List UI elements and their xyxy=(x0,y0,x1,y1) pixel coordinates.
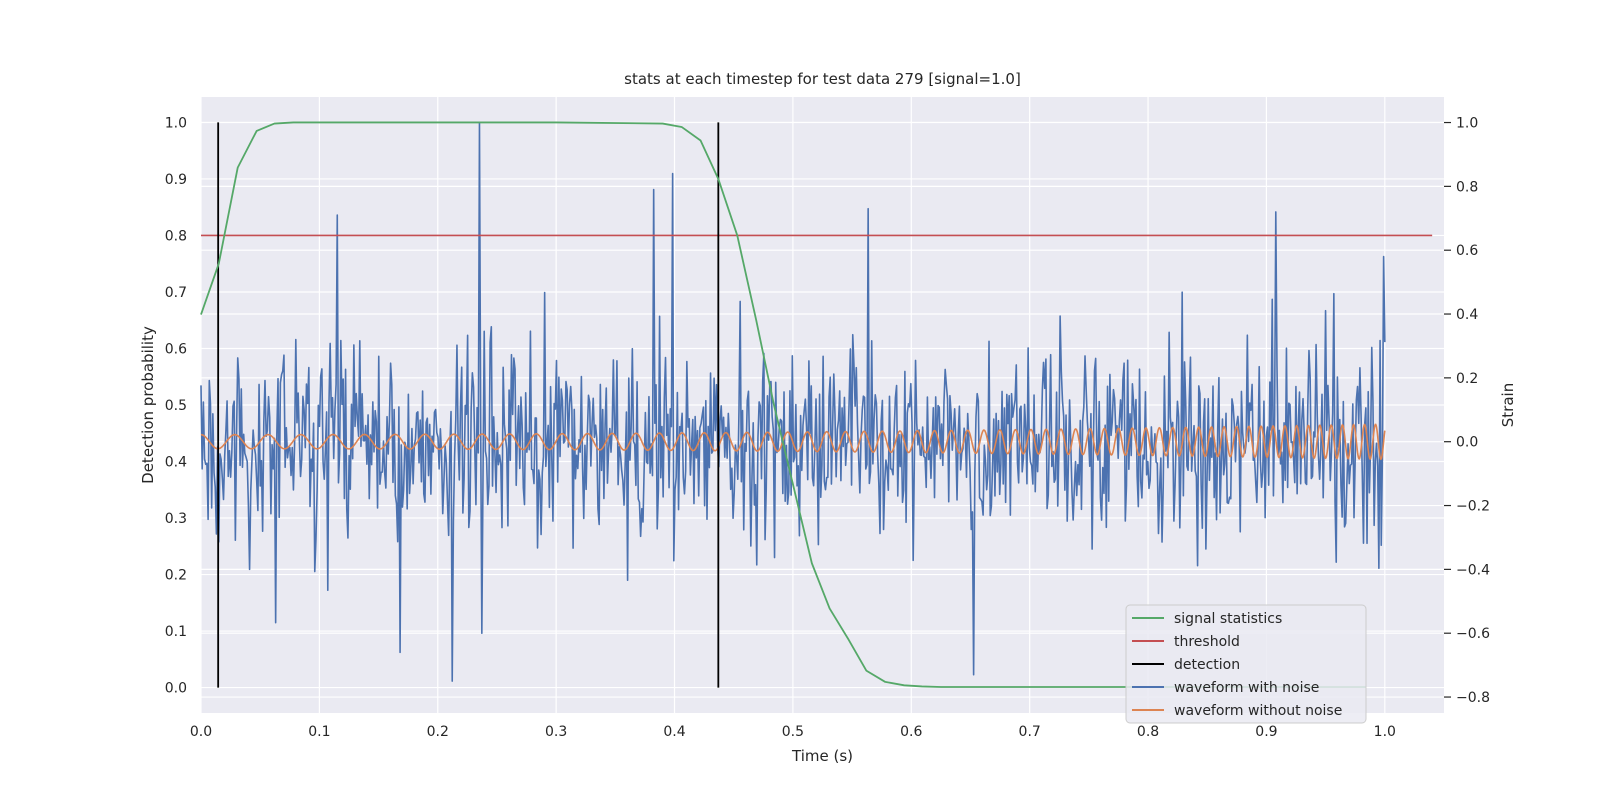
x-tick-label: 0.3 xyxy=(545,724,567,740)
legend: signal statistics threshold detection wavef… xyxy=(1125,604,1367,724)
legend-label: waveform with noise xyxy=(1174,680,1319,696)
legend-label: signal statistics xyxy=(1174,611,1282,627)
legend-label: threshold xyxy=(1174,634,1240,650)
chart-title: stats at each timestep for test data 279… xyxy=(624,70,1021,88)
x-tick-label: 1.0 xyxy=(1374,724,1396,740)
x-tick-label: 0.9 xyxy=(1255,724,1277,740)
y-left-tick-label: 0.9 xyxy=(165,172,187,188)
legend-box xyxy=(1125,604,1367,724)
y-right-tick-label: 0.8 xyxy=(1456,179,1478,195)
y-right-tick-label: 0.0 xyxy=(1456,435,1478,451)
legend-label: detection xyxy=(1174,657,1240,673)
y-left-tick-label: 0.4 xyxy=(165,455,187,471)
x-tick-label: 0.0 xyxy=(190,724,212,740)
y-left-tick-label: 1.0 xyxy=(165,115,187,131)
x-tick-label: 0.6 xyxy=(900,724,922,740)
x-tick-label: 0.7 xyxy=(1019,724,1041,740)
y-right-tick-label: −0.6 xyxy=(1456,626,1490,642)
y-right-tick-label: −0.4 xyxy=(1456,562,1490,578)
x-tick-label: 0.8 xyxy=(1137,724,1159,740)
x-axis-label: Time (s) xyxy=(791,747,853,765)
tick-layer: 0.0 0.1 0.2 0.3 0.4 0.5 0.6 0.7 0.8 0.9 1.0 0.0 0.1 0… xyxy=(165,115,1490,740)
y-right-tick-label: −0.2 xyxy=(1456,499,1490,515)
y-right-tick-label: 1.0 xyxy=(1456,116,1478,132)
y-right-tick-label: 0.6 xyxy=(1456,243,1478,259)
series-waveform-with-noise xyxy=(200,121,1386,682)
x-tick-label: 0.5 xyxy=(782,724,804,740)
legend-label: waveform without noise xyxy=(1174,703,1342,719)
series-signal-statistics xyxy=(200,121,1366,688)
y-right-tick-label: 0.4 xyxy=(1456,307,1478,323)
x-tick-label: 0.4 xyxy=(663,724,685,740)
x-tick-label: 0.2 xyxy=(427,724,449,740)
y-axis-right-label: Strain xyxy=(1499,383,1517,427)
x-tick-label: 0.1 xyxy=(308,724,330,740)
y-left-tick-label: 0.5 xyxy=(165,398,187,414)
y-left-tick-label: 0.3 xyxy=(165,511,187,527)
y-left-tick-label: 0.8 xyxy=(165,228,187,244)
series-waveform-without-noise xyxy=(200,423,1386,461)
series-layer xyxy=(200,121,1433,688)
y-axis-left-label: Detection probability xyxy=(139,326,157,484)
y-left-tick-label: 0.7 xyxy=(165,285,187,301)
y-left-tick-label: 0.6 xyxy=(165,341,187,357)
y-left-tick-label: 0.0 xyxy=(165,681,187,697)
y-left-tick-label: 0.1 xyxy=(165,624,187,640)
y-left-tick-label: 0.2 xyxy=(165,568,187,584)
y-right-tick-label: −0.8 xyxy=(1456,690,1490,706)
y-right-tick-label: 0.2 xyxy=(1456,371,1478,387)
